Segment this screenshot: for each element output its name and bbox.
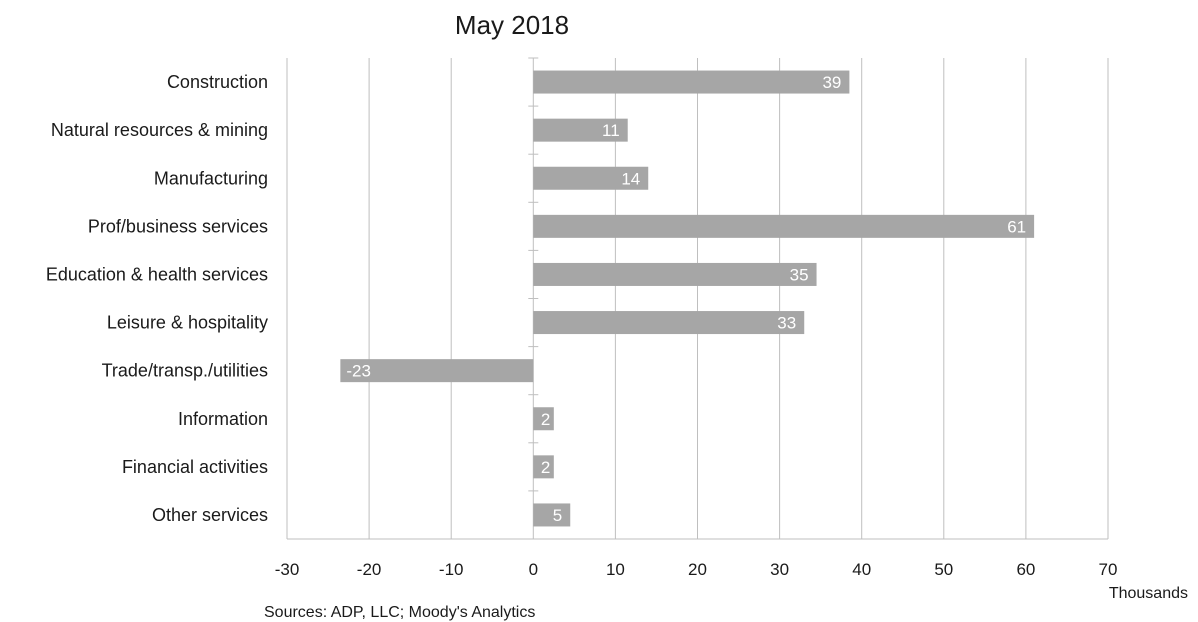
x-tick-labels: -30 -20 -10 0 10 20 30 40 50 60 70 xyxy=(275,560,1118,579)
category-label: Construction xyxy=(167,72,268,92)
x-tick-label: -30 xyxy=(275,560,300,579)
x-tick-label: 30 xyxy=(770,560,789,579)
data-label: 2 xyxy=(541,410,550,429)
x-tick-label: 60 xyxy=(1016,560,1035,579)
chart-title: May 2018 xyxy=(455,10,569,40)
category-label: Trade/transp./utilities xyxy=(102,361,268,381)
data-label: 5 xyxy=(553,506,562,525)
x-tick-label: -20 xyxy=(357,560,382,579)
data-label: 2 xyxy=(541,458,550,477)
gridlines xyxy=(286,58,1109,539)
category-label: Education & health services xyxy=(46,264,268,284)
bar xyxy=(533,166,649,190)
data-labels: 39 11 14 61 35 33 -23 2 2 5 xyxy=(346,73,1026,525)
x-tick-label: 50 xyxy=(934,560,953,579)
category-labels: Construction Natural resources & mining Ma… xyxy=(46,72,268,525)
bar xyxy=(533,311,805,335)
bar xyxy=(533,214,1035,238)
x-tick-label: -10 xyxy=(439,560,464,579)
bar xyxy=(533,455,554,479)
data-label: -23 xyxy=(346,362,371,381)
x-tick-label: 20 xyxy=(688,560,707,579)
bar xyxy=(533,118,628,142)
x-tick-label: 0 xyxy=(529,560,538,579)
x-axis-unit-label: Thousands xyxy=(1109,585,1188,602)
data-label: 39 xyxy=(822,73,841,92)
category-label: Manufacturing xyxy=(154,168,268,188)
bar xyxy=(340,359,534,383)
data-label: 14 xyxy=(621,169,640,188)
bar xyxy=(533,407,554,431)
bar xyxy=(533,503,571,527)
x-tick-label: 70 xyxy=(1099,560,1118,579)
data-label: 33 xyxy=(777,314,796,333)
x-tick-label: 10 xyxy=(606,560,625,579)
data-label: 61 xyxy=(1007,217,1026,236)
category-label: Information xyxy=(178,409,268,429)
source-note: Sources: ADP, LLC; Moody's Analytics xyxy=(264,604,535,621)
category-label: Leisure & hospitality xyxy=(107,313,268,333)
bar xyxy=(533,70,850,94)
category-label: Prof/business services xyxy=(88,216,268,236)
category-label: Natural resources & mining xyxy=(51,120,268,140)
bar xyxy=(533,262,817,286)
category-label: Financial activities xyxy=(122,457,268,477)
category-label: Other services xyxy=(152,505,268,525)
data-label: 11 xyxy=(602,121,620,140)
x-tick-label: 40 xyxy=(852,560,871,579)
data-label: 35 xyxy=(790,265,809,284)
bars xyxy=(340,70,1035,527)
